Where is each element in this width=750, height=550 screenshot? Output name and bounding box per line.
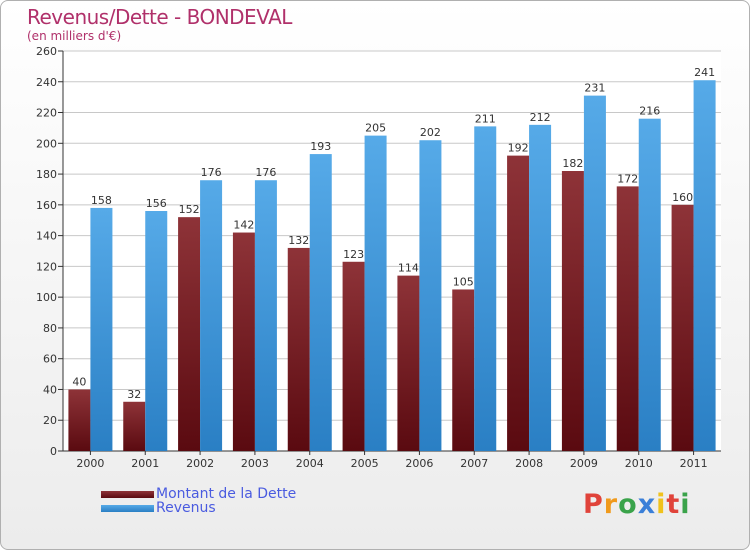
x-tick-label-2006: 2006 [405, 457, 433, 470]
data-label-dette-2008: 192 [508, 142, 529, 155]
logo-letter: i [680, 489, 691, 520]
y-tick-label-160: 160 [36, 199, 57, 212]
data-label-revenus-2004: 193 [310, 140, 331, 153]
x-tick-label-2005: 2005 [351, 457, 379, 470]
y-tick-label-0: 0 [50, 445, 57, 458]
data-label-dette-2001: 32 [127, 388, 141, 401]
data-label-dette-2004: 132 [288, 234, 309, 247]
bar-revenus-2004 [309, 154, 332, 452]
bar-dette-2000 [68, 389, 91, 451]
data-label-revenus-2010: 216 [639, 105, 660, 118]
data-label-revenus-2006: 202 [420, 126, 441, 139]
data-label-dette-2009: 182 [562, 157, 583, 170]
proxiti-logo: Proxiti [583, 489, 691, 520]
y-tick-label-240: 240 [36, 76, 57, 89]
bar-revenus-2007 [474, 126, 497, 451]
bar-dette-2009 [561, 171, 584, 451]
data-label-dette-2011: 160 [672, 191, 693, 204]
y-tick-label-140: 140 [36, 230, 57, 243]
y-tick-label-40: 40 [43, 383, 57, 396]
plot-area [63, 51, 721, 451]
x-tick-label-2002: 2002 [186, 457, 214, 470]
x-tick-label-2003: 2003 [241, 457, 269, 470]
bar-dette-2002 [178, 217, 201, 451]
bar-revenus-2005 [364, 135, 387, 451]
y-tick-label-180: 180 [36, 168, 57, 181]
logo-letter: o [618, 489, 638, 520]
data-label-revenus-2002: 176 [201, 166, 222, 179]
bar-revenus-2008 [529, 124, 552, 451]
bar-dette-2001 [123, 401, 146, 451]
bar-revenus-2010 [638, 118, 661, 451]
bar-dette-2007 [452, 289, 475, 451]
data-label-dette-2007: 105 [453, 275, 474, 288]
bar-dette-2011 [671, 204, 694, 451]
logo-letter: r [603, 489, 619, 520]
x-tick-label-2000: 2000 [76, 457, 104, 470]
bar-dette-2008 [507, 155, 530, 451]
data-label-dette-2002: 152 [179, 203, 200, 216]
bar-dette-2004 [287, 247, 310, 451]
y-tick-label-220: 220 [36, 107, 57, 120]
legend-label-dette: Montant de la Dette [156, 486, 297, 502]
x-tick-label-2008: 2008 [515, 457, 543, 470]
bar-dette-2006 [397, 275, 420, 451]
data-label-dette-2010: 172 [617, 172, 638, 185]
y-tick-label-80: 80 [43, 322, 57, 335]
bar-revenus-2011 [693, 80, 716, 451]
bar-dette-2010 [616, 186, 639, 451]
bar-revenus-2003 [254, 180, 277, 451]
y-tick-label-100: 100 [36, 291, 57, 304]
y-tick-label-260: 260 [36, 45, 57, 58]
y-tick-label-60: 60 [43, 353, 57, 366]
bar-dette-2005 [342, 261, 365, 451]
y-tick-label-120: 120 [36, 260, 57, 273]
data-label-dette-2003: 142 [233, 219, 254, 232]
x-tick-label-2007: 2007 [460, 457, 488, 470]
data-label-dette-2000: 40 [72, 375, 86, 388]
y-tick-label-200: 200 [36, 137, 57, 150]
logo-letter: P [583, 489, 604, 520]
x-tick-label-2009: 2009 [570, 457, 598, 470]
legend-swatch-revenus [101, 505, 154, 512]
legend-label-revenus: Revenus [156, 500, 216, 516]
bar-revenus-2002 [200, 180, 223, 451]
logo-letter: x [637, 489, 657, 520]
data-label-revenus-2011: 241 [694, 66, 715, 79]
x-tick-label-2010: 2010 [625, 457, 653, 470]
data-label-dette-2005: 123 [343, 248, 364, 261]
x-tick-label-2004: 2004 [296, 457, 324, 470]
logo-letter: i [656, 489, 667, 520]
data-label-revenus-2000: 158 [91, 194, 112, 207]
data-label-dette-2006: 114 [398, 262, 419, 275]
bar-revenus-2001 [145, 211, 168, 451]
chart-subtitle: (en milliers d'€) [27, 29, 122, 43]
legend-swatch-dette [101, 491, 154, 498]
data-label-revenus-2001: 156 [146, 197, 167, 210]
data-label-revenus-2008: 212 [530, 111, 551, 124]
data-label-revenus-2005: 205 [365, 122, 386, 135]
data-label-revenus-2007: 211 [475, 112, 496, 125]
chart-title: Revenus/Dette - BONDEVAL [27, 5, 292, 29]
x-tick-label-2011: 2011 [680, 457, 708, 470]
data-label-revenus-2003: 176 [255, 166, 276, 179]
bar-revenus-2009 [583, 95, 606, 451]
bar-dette-2003 [232, 232, 255, 451]
data-label-revenus-2009: 231 [584, 82, 605, 95]
bar-revenus-2000 [90, 207, 113, 451]
x-tick-label-2001: 2001 [131, 457, 159, 470]
y-tick-label-20: 20 [43, 414, 57, 427]
logo-letter: t [666, 489, 681, 520]
bar-revenus-2006 [419, 140, 442, 451]
